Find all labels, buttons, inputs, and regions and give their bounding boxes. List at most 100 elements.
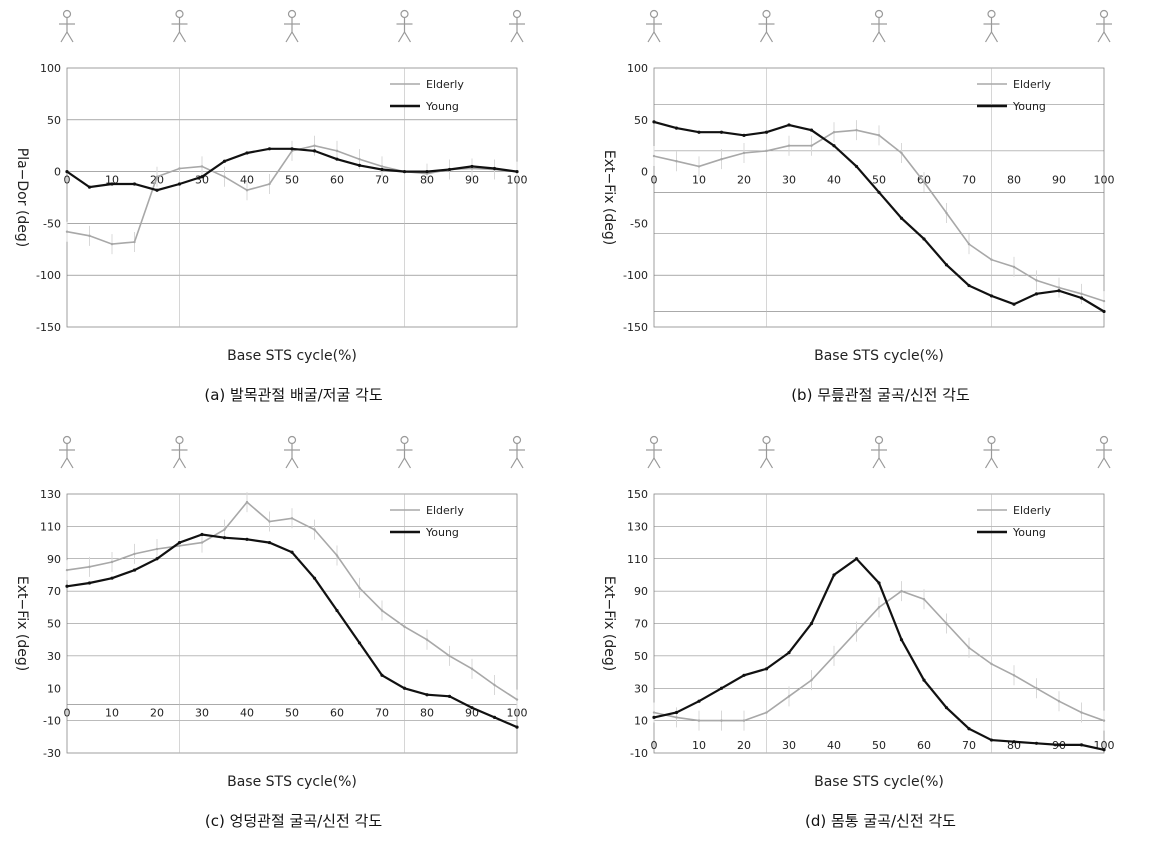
posture-figure-icon bbox=[983, 435, 1000, 469]
data-point bbox=[403, 625, 406, 628]
figure-leg bbox=[172, 31, 181, 43]
data-point bbox=[88, 234, 91, 238]
data-point bbox=[742, 673, 746, 677]
figure-leg bbox=[397, 31, 406, 43]
figure-leg bbox=[653, 457, 661, 469]
data-point bbox=[267, 147, 272, 151]
figure-leg bbox=[516, 457, 524, 469]
data-point bbox=[380, 609, 384, 612]
data-point bbox=[133, 240, 136, 244]
data-point bbox=[312, 149, 317, 153]
data-point bbox=[515, 170, 519, 174]
x-tick-label: 100 bbox=[1094, 174, 1115, 187]
data-point bbox=[1080, 292, 1083, 296]
figure-head bbox=[874, 435, 884, 445]
figure-head bbox=[62, 9, 72, 19]
x-tick-label: 40 bbox=[827, 174, 841, 187]
x-tick-label: 0 bbox=[651, 739, 658, 752]
figure-head bbox=[1099, 9, 1109, 19]
figure-leg bbox=[403, 457, 412, 469]
data-point bbox=[990, 258, 993, 261]
y-tick-label: 90 bbox=[634, 585, 648, 598]
figure-leg bbox=[765, 31, 774, 43]
data-point bbox=[652, 711, 656, 714]
y-tick-label: 150 bbox=[627, 488, 648, 501]
x-tick-label: 80 bbox=[1007, 174, 1021, 187]
data-point bbox=[65, 170, 69, 174]
posture-figure-icon bbox=[758, 9, 775, 43]
figure-leg bbox=[1097, 31, 1105, 43]
data-point bbox=[447, 694, 452, 698]
data-point bbox=[425, 693, 429, 697]
figure-leg bbox=[872, 457, 880, 469]
data-point bbox=[1080, 711, 1083, 714]
x-axis-title: Base STS cycle(%) bbox=[814, 774, 944, 790]
data-point bbox=[492, 715, 497, 719]
data-point bbox=[313, 528, 316, 531]
x-tick-label: 50 bbox=[285, 174, 299, 187]
figure-leg bbox=[60, 457, 68, 469]
data-point bbox=[675, 716, 678, 719]
x-tick-label: 20 bbox=[737, 174, 751, 187]
legend-label: Young bbox=[1012, 526, 1046, 539]
y-tick-label: -100 bbox=[36, 269, 61, 282]
data-point bbox=[697, 165, 701, 168]
y-tick-label: 130 bbox=[627, 520, 648, 533]
figure-head bbox=[987, 435, 996, 445]
x-tick-label: 70 bbox=[962, 174, 976, 187]
x-tick-label: 50 bbox=[872, 739, 886, 752]
data-point bbox=[470, 164, 474, 169]
x-tick-label: 90 bbox=[465, 174, 479, 187]
x-axis-title: Base STS cycle(%) bbox=[227, 774, 357, 790]
data-point bbox=[110, 576, 114, 580]
data-point bbox=[177, 182, 182, 186]
data-point bbox=[922, 237, 926, 241]
y-tick-label: -100 bbox=[623, 269, 648, 282]
data-point bbox=[380, 673, 384, 677]
y-tick-label: 130 bbox=[40, 488, 61, 501]
data-point bbox=[674, 126, 679, 130]
data-point bbox=[652, 715, 656, 719]
data-point bbox=[1057, 700, 1061, 703]
data-point bbox=[290, 147, 294, 151]
data-point bbox=[697, 130, 701, 134]
y-tick-label: 70 bbox=[634, 618, 648, 631]
data-point bbox=[1102, 719, 1106, 722]
y-tick-label: 100 bbox=[40, 62, 61, 75]
data-point bbox=[809, 621, 814, 626]
data-point bbox=[493, 683, 496, 687]
data-point bbox=[989, 738, 994, 742]
data-point bbox=[764, 130, 769, 134]
data-point bbox=[155, 188, 159, 192]
x-tick-label: 40 bbox=[827, 739, 841, 752]
data-point bbox=[922, 180, 926, 184]
caption-c: (c) 엉덩관절 굴곡/신전 각도 bbox=[204, 812, 383, 830]
figure-leg bbox=[291, 31, 299, 43]
figure-leg bbox=[285, 31, 293, 43]
data-point bbox=[178, 544, 181, 547]
data-point bbox=[674, 710, 679, 715]
y-axis-title: Ext−Fix (deg) bbox=[601, 576, 617, 671]
data-point bbox=[697, 699, 701, 703]
figure-head bbox=[762, 435, 771, 445]
data-point bbox=[402, 170, 407, 174]
figure-head bbox=[762, 9, 771, 19]
figure-leg bbox=[60, 31, 68, 43]
y-tick-label: -50 bbox=[43, 217, 61, 230]
data-point bbox=[110, 182, 114, 186]
data-point bbox=[944, 706, 949, 710]
data-point bbox=[1012, 265, 1016, 269]
figure-leg bbox=[647, 457, 655, 469]
data-point bbox=[832, 573, 836, 577]
x-tick-label: 20 bbox=[150, 706, 164, 719]
data-point bbox=[380, 165, 384, 168]
data-point bbox=[855, 128, 858, 132]
posture-figure-icon bbox=[646, 435, 662, 469]
data-point bbox=[719, 130, 724, 134]
panel-ankle: -150 -100 -50 0 50 100 0 10 20 30 40 50 60 70 80 90 100 E… bbox=[0, 0, 587, 426]
y-tick-label: -50 bbox=[630, 217, 648, 230]
data-point bbox=[945, 622, 948, 625]
figure-head bbox=[175, 435, 184, 445]
data-point bbox=[492, 166, 497, 171]
